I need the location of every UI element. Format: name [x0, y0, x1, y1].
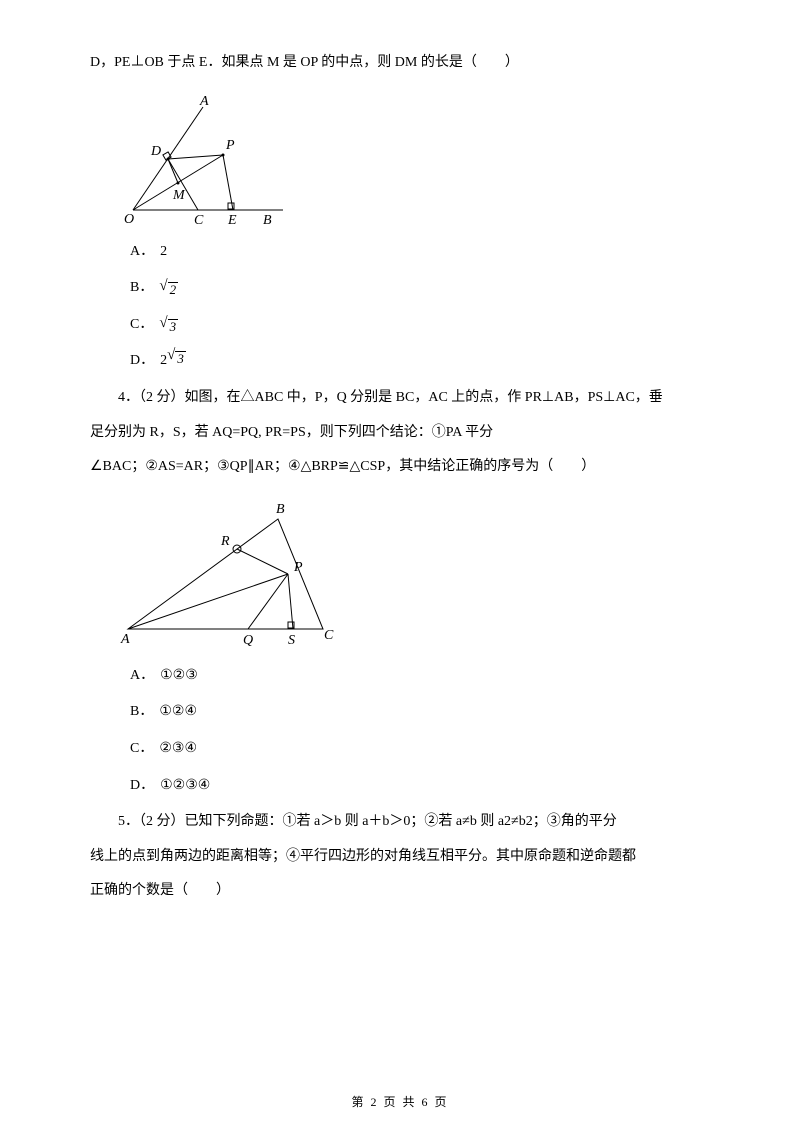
q4-stem-1: 4．（2 分）如图，在△ABC 中，P，Q 分别是 BC，AC 上的点，作 PR… [90, 385, 710, 412]
surd-icon: √ [159, 316, 167, 331]
choice-value: ①②④ [159, 699, 197, 726]
page-footer: 第 2 页 共 6 页 [0, 1091, 800, 1114]
choice-label: B． [130, 275, 153, 302]
q4-choice-b[interactable]: B． ①②④ [130, 699, 710, 726]
choice-label: C． [130, 736, 153, 763]
q5-stem-1: 5．（2 分）已知下列命题：①若 a＞b 则 a＋b＞0；②若 a≠b 则 a2… [90, 809, 710, 836]
q4-choice-c[interactable]: C． ②③④ [130, 736, 710, 763]
sqrt-expr: √ 3 [159, 316, 178, 334]
lbl-D: D [150, 144, 161, 159]
lbl-B: B [263, 213, 272, 225]
q4-stem-2: 足分别为 R，S，若 AQ=PQ, PR=PS，则下列四个结论：①PA 平分 [90, 420, 710, 447]
choice-label: B． [130, 699, 153, 726]
sqrt-expr: √ 2 [159, 279, 178, 297]
lbl-M: M [172, 188, 186, 203]
q4-choice-a[interactable]: A． ①②③ [130, 663, 710, 690]
choice-label: A． [130, 239, 154, 266]
q3-choice-a[interactable]: A． 2 [130, 239, 710, 266]
q3-diagram: A D P M O C E B [118, 95, 710, 225]
lbl-B: B [276, 502, 285, 517]
choice-label: D． [130, 348, 154, 375]
q3-choice-c[interactable]: C． √ 3 [130, 312, 710, 339]
q3-choice-d[interactable]: D． 2 √ 3 [130, 348, 710, 375]
choice-value: ②③④ [159, 736, 197, 763]
radicand: 3 [175, 351, 186, 366]
lbl-A: A [199, 95, 209, 109]
q4-diagram: A B C P Q R S [118, 499, 710, 649]
radicand: 3 [168, 319, 179, 334]
q4-choice-d[interactable]: D． ①②③④ [130, 773, 710, 800]
lbl-P: P [225, 138, 235, 153]
surd-icon: √ [159, 279, 167, 294]
lbl-A: A [120, 632, 130, 647]
lbl-P: P [293, 560, 303, 575]
surd-icon: √ [167, 348, 175, 363]
coef: 2 [160, 348, 167, 375]
choice-value: 2 [160, 239, 167, 266]
lbl-C: C [194, 213, 204, 225]
q5-stem-2: 线上的点到角两边的距离相等；④平行四边形的对角线互相平分。其中原命题和逆命题都 [90, 844, 710, 871]
choice-label: A． [130, 663, 154, 690]
q3-stem: D，PE⊥OB 于点 E．如果点 M 是 OP 的中点，则 DM 的长是（ ） [90, 50, 710, 77]
radicand: 2 [168, 282, 179, 297]
lbl-Q: Q [243, 633, 253, 648]
choice-label: D． [130, 773, 154, 800]
sqrt-expr: 2 √ 3 [160, 348, 186, 375]
choice-value: ①②③ [160, 663, 198, 690]
lbl-R: R [220, 534, 230, 549]
choice-label: C． [130, 312, 153, 339]
choice-value: ①②③④ [160, 773, 210, 800]
lbl-E: E [227, 213, 237, 225]
q5-stem-3: 正确的个数是（ ） [90, 878, 710, 905]
q4-stem-3: ∠BAC；②AS=AR；③QP∥AR；④△BRP≌△CSP，其中结论正确的序号为… [90, 454, 710, 481]
lbl-C: C [324, 628, 334, 643]
lbl-S: S [288, 633, 295, 648]
q3-choice-b[interactable]: B． √ 2 [130, 275, 710, 302]
lbl-O: O [124, 212, 134, 225]
